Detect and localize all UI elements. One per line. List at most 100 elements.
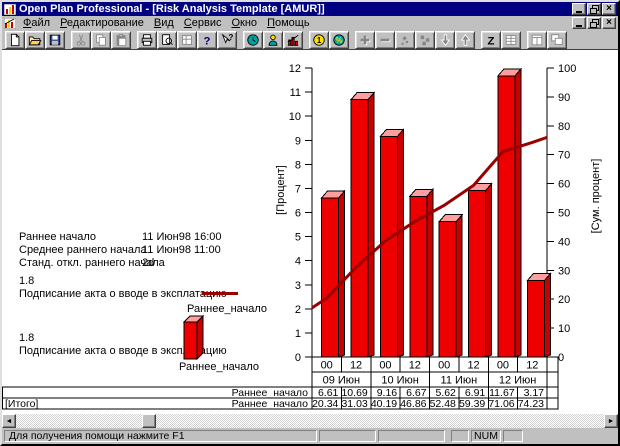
- toolbar-group: [355, 30, 475, 49]
- menu-edit[interactable]: Редактирование: [60, 16, 144, 29]
- svg-text:[Итого]: [Итого]: [5, 398, 38, 410]
- stat-label: Среднее раннего начала: [19, 244, 147, 256]
- squares-button[interactable]: [415, 30, 435, 49]
- svg-text:12: 12: [350, 360, 362, 372]
- minus-button[interactable]: [375, 30, 395, 49]
- window-cascade-button[interactable]: [547, 30, 567, 49]
- data-table: Раннее_начало 6.61 10.69 9.16 6.67 5.62 6.91 11…: [2, 386, 559, 410]
- histogram-button[interactable]: [283, 30, 303, 49]
- chart-bar: [379, 128, 405, 358]
- restore-icon: [589, 4, 599, 14]
- window-split-button[interactable]: [527, 30, 547, 49]
- status-panel: [319, 430, 376, 442]
- status-num-panel: NUM: [471, 430, 501, 442]
- stat-value: 11 Июн98 11:00: [142, 244, 221, 256]
- context-help-button[interactable]: ?: [217, 30, 237, 49]
- scroll-left-icon: ◄: [5, 417, 13, 425]
- print-preview-icon: [162, 33, 173, 45]
- help-button[interactable]: ?: [197, 30, 217, 49]
- horizontal-scrollbar[interactable]: ◄ ►: [2, 414, 618, 428]
- status-panel: [503, 430, 523, 442]
- svg-text:1: 1: [317, 36, 322, 45]
- resources-button[interactable]: [263, 30, 283, 49]
- x-axis-band: 00 12 00 12 00 12 00 12 09 Июн 10 Июн 11 Июн 12 Июн: [311, 356, 559, 388]
- window-cascade-icon: [551, 33, 563, 45]
- plus-icon: [360, 35, 371, 45]
- paste-button[interactable]: [111, 30, 131, 49]
- menu-help[interactable]: Помощь: [267, 16, 310, 29]
- child-restore-icon: [589, 18, 599, 28]
- svg-text:20.34: 20.34: [312, 398, 338, 410]
- z-button[interactable]: Z: [481, 30, 501, 49]
- arrow-down-button[interactable]: [435, 30, 455, 49]
- child-minimize-icon: [576, 25, 582, 27]
- svg-text:12: 12: [467, 360, 479, 372]
- legend-bar-activity: Подписание акта о вводе в эксплатацию: [19, 345, 227, 357]
- menu-file[interactable]: Файл: [23, 16, 51, 29]
- print-button[interactable]: [137, 30, 157, 49]
- menu-view[interactable]: Вид: [153, 16, 174, 29]
- bars: [320, 67, 552, 358]
- scrollbar-thumb[interactable]: [142, 414, 156, 428]
- menu-tools[interactable]: Сервис: [183, 16, 222, 29]
- chart-bar: [408, 188, 434, 358]
- percent-icon: %: [333, 33, 345, 46]
- print-icon: [141, 33, 153, 46]
- arrow-down-icon: [440, 33, 451, 46]
- svg-text:00: 00: [379, 360, 391, 372]
- minimize-button[interactable]: [572, 3, 586, 15]
- window-title: Open Plan Professional - [Risk Analysis …: [19, 3, 325, 15]
- chart-bar: [467, 182, 493, 358]
- print-preview-button[interactable]: [157, 30, 177, 49]
- copy-button[interactable]: [91, 30, 111, 49]
- axis-labels: 01234567891011120102030405060708090100[П…: [275, 63, 602, 364]
- toolbar-group: [71, 30, 131, 49]
- new-document-button[interactable]: [5, 30, 25, 49]
- svg-text:40: 40: [558, 236, 570, 248]
- svg-text:12: 12: [526, 360, 538, 372]
- percent-button[interactable]: %: [329, 30, 349, 49]
- save-icon: [49, 34, 61, 45]
- legend-line-activity: Подписание акта о вводе в эксплатацию: [19, 288, 227, 300]
- close-button[interactable]: ×: [602, 3, 616, 15]
- svg-text:52.48: 52.48: [430, 398, 456, 410]
- resources-icon: [268, 34, 278, 46]
- diamond-button[interactable]: [395, 30, 415, 49]
- menu-window[interactable]: Окно: [231, 16, 258, 29]
- line-swatch: [202, 292, 238, 295]
- table-icon: [505, 34, 517, 45]
- open-folder-button[interactable]: [25, 30, 45, 49]
- scroll-left-button[interactable]: ◄: [2, 414, 16, 428]
- child-restore-button[interactable]: [587, 17, 601, 29]
- svg-text:31.03: 31.03: [341, 398, 367, 410]
- svg-text:12: 12: [409, 360, 421, 372]
- svg-text:8: 8: [295, 159, 301, 171]
- svg-text:11 Июн: 11 Июн: [441, 375, 478, 387]
- svg-text:9: 9: [295, 135, 301, 147]
- toolbar-group: ??: [137, 30, 237, 49]
- scroll-right-button[interactable]: ►: [604, 414, 618, 428]
- svg-text:?: ?: [204, 35, 211, 47]
- cut-button[interactable]: [71, 30, 91, 49]
- status-help-text: Для получения помощи нажмите F1: [9, 430, 185, 442]
- svg-text:30: 30: [558, 265, 570, 277]
- svg-text:6: 6: [295, 208, 301, 220]
- svg-text:40.19: 40.19: [371, 398, 397, 410]
- child-minimize-button[interactable]: [572, 17, 586, 29]
- table-button[interactable]: [501, 30, 521, 49]
- toolbar-group: Z: [481, 30, 521, 49]
- worksheet-button[interactable]: [177, 30, 197, 49]
- restore-button[interactable]: [587, 3, 601, 15]
- arrow-up-button[interactable]: [455, 30, 475, 49]
- coin-button[interactable]: 1: [309, 30, 329, 49]
- plus-button[interactable]: [355, 30, 375, 49]
- close-icon: ×: [606, 3, 612, 14]
- svg-text:90: 90: [558, 92, 570, 104]
- stat-value: 2d: [142, 257, 155, 269]
- svg-text:11: 11: [290, 87, 301, 99]
- save-button[interactable]: [45, 30, 65, 49]
- clock-button[interactable]: [243, 30, 263, 49]
- svg-text:6.91: 6.91: [465, 387, 486, 399]
- clock-icon: [247, 33, 259, 46]
- child-close-button[interactable]: ×: [602, 17, 616, 29]
